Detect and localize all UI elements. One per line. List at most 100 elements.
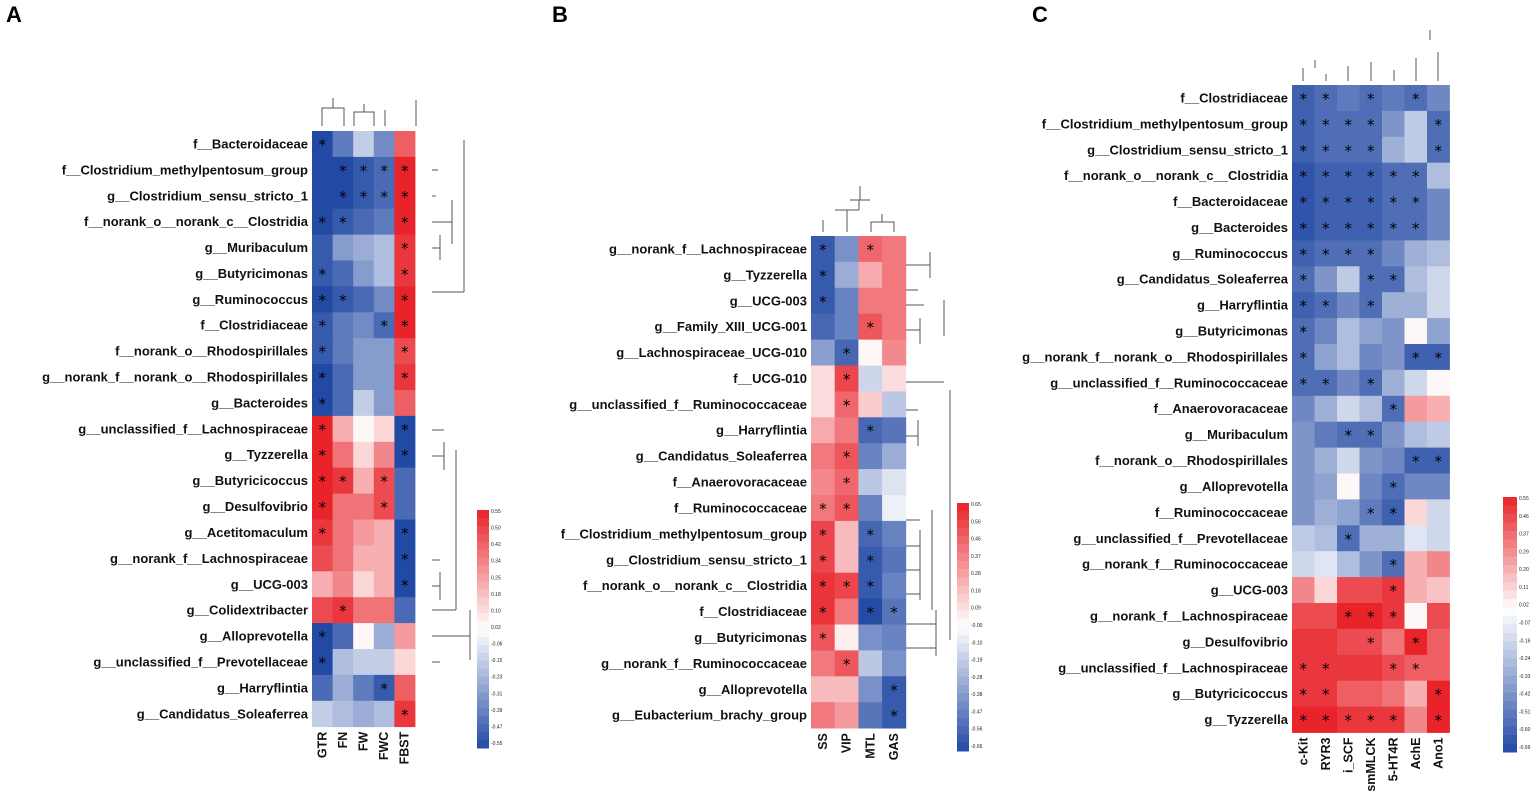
significance-star: * bbox=[1322, 297, 1330, 315]
heatmap-cell bbox=[332, 312, 354, 339]
heatmap-cell bbox=[811, 443, 836, 470]
heatmap-cell bbox=[332, 131, 354, 158]
heatmap-cell bbox=[1337, 240, 1360, 267]
legend-swatch bbox=[477, 660, 489, 670]
heatmap-cell bbox=[1359, 447, 1383, 474]
row-label: g__Desulfovibrio bbox=[203, 499, 309, 514]
significance-star: * bbox=[1322, 194, 1330, 212]
heatmap-cell bbox=[858, 391, 883, 418]
heatmap-cell bbox=[1337, 473, 1360, 500]
legend-tick-label: 0.56 bbox=[971, 519, 981, 525]
legend-tick-label: 0.65 bbox=[971, 502, 981, 508]
significance-star: * bbox=[1367, 245, 1375, 263]
heatmap-cell bbox=[1359, 110, 1383, 138]
row-label: f__Clostridium_methylpentosum_group bbox=[62, 162, 308, 177]
legend-swatch bbox=[1503, 735, 1517, 744]
heatmap-cell bbox=[882, 572, 907, 599]
heatmap-cell bbox=[332, 545, 354, 572]
row-label: g__norank_f__norank_o__Rhodospirillales bbox=[1022, 349, 1288, 364]
heatmap-cell bbox=[373, 156, 395, 184]
significance-star: * bbox=[1322, 245, 1330, 263]
significance-star: * bbox=[1300, 297, 1308, 315]
heatmap-cell bbox=[373, 260, 395, 287]
legend-swatch bbox=[1503, 590, 1517, 600]
legend-swatch bbox=[957, 602, 969, 611]
column-dendrogram bbox=[822, 186, 895, 232]
legend-swatch bbox=[957, 544, 969, 554]
heatmap-cell bbox=[1314, 318, 1338, 345]
significance-star: * bbox=[380, 188, 388, 206]
significance-star: * bbox=[319, 473, 327, 491]
heatmap-cell bbox=[312, 338, 333, 365]
legend-swatch bbox=[957, 569, 969, 578]
significance-star: * bbox=[1412, 219, 1420, 237]
heatmap-cell bbox=[312, 700, 333, 728]
legend-tick-label: 0.25 bbox=[491, 575, 501, 581]
row-label: g__Alloprevotella bbox=[200, 629, 309, 644]
row-label: g__Tyzzerella bbox=[224, 447, 308, 462]
heatmap-cell bbox=[811, 391, 836, 418]
heatmap-cell bbox=[882, 261, 907, 289]
row-label: g__Alloprevotella bbox=[699, 682, 808, 697]
heatmap-cell bbox=[1382, 188, 1405, 215]
legend-tick-label: 0.11 bbox=[1519, 585, 1529, 591]
legend-swatch bbox=[957, 693, 969, 702]
heatmap-cell bbox=[882, 236, 907, 263]
heatmap-cell bbox=[858, 650, 883, 677]
row-label: g__Ruminococcus bbox=[1172, 246, 1288, 261]
legend-swatch bbox=[1503, 624, 1517, 634]
heatmap-cell bbox=[353, 260, 375, 287]
significance-star: * bbox=[1412, 168, 1420, 186]
heatmap-cell bbox=[1404, 318, 1428, 345]
legend-swatch bbox=[477, 557, 489, 566]
heatmap-cell bbox=[373, 390, 395, 417]
significance-star: * bbox=[1390, 194, 1398, 212]
heatmap-cell bbox=[1427, 603, 1450, 630]
legend-tick-label: -0.55 bbox=[491, 741, 503, 747]
significance-star: * bbox=[319, 525, 327, 543]
significance-star: * bbox=[319, 421, 327, 439]
legend-swatch bbox=[477, 700, 489, 709]
heatmap-cell bbox=[1427, 292, 1450, 319]
row-label: g__Desulfovibrio bbox=[1183, 634, 1289, 649]
significance-star: * bbox=[319, 343, 327, 361]
heatmap-cell bbox=[332, 623, 354, 650]
heatmap-cell bbox=[834, 546, 859, 574]
heatmap-cell bbox=[1382, 603, 1405, 630]
significance-star: * bbox=[380, 680, 388, 698]
row-label: f__Anaerovoracaceae bbox=[1154, 401, 1288, 416]
row-label: g__unclassified_f__Lachnospiraceae bbox=[1058, 660, 1288, 675]
heatmap-cell bbox=[1337, 628, 1360, 656]
legend-tick-label: 0.02 bbox=[491, 625, 501, 631]
significance-star: * bbox=[1390, 608, 1398, 626]
heatmap-cell bbox=[353, 312, 375, 339]
significance-star: * bbox=[319, 369, 327, 387]
heatmap-cell bbox=[1337, 525, 1360, 552]
significance-star: * bbox=[1367, 271, 1375, 289]
heatmap-cell bbox=[353, 597, 375, 624]
heatmap-cell bbox=[811, 598, 836, 625]
heatmap-cell bbox=[332, 649, 354, 676]
heatmap-cell bbox=[858, 572, 883, 599]
heatmap-panel-a: A * * * * * * * * * * * * * * * * * * * * * * * * * * * * * * * * * * * * * * *… bbox=[6, 2, 503, 764]
heatmap-cell bbox=[353, 467, 375, 494]
row-label: f__Bacteroidaceae bbox=[1173, 194, 1288, 209]
heatmap-cell bbox=[394, 234, 416, 261]
heatmap-cell bbox=[1427, 214, 1450, 241]
significance-star: * bbox=[339, 188, 347, 206]
heatmap-cell bbox=[858, 520, 883, 548]
heatmap-cell bbox=[1359, 628, 1383, 656]
significance-star: * bbox=[867, 422, 875, 440]
heatmap-cell bbox=[1292, 706, 1315, 733]
significance-star: * bbox=[1435, 712, 1443, 730]
heatmap-cell bbox=[1337, 395, 1360, 423]
heatmap-cell bbox=[858, 417, 883, 444]
heatmap-cell bbox=[882, 391, 907, 418]
legend-swatch bbox=[957, 610, 969, 620]
significance-star: * bbox=[890, 681, 898, 699]
heatmap-cell bbox=[1427, 395, 1450, 423]
heatmap-cell bbox=[373, 674, 395, 702]
heatmap-cell bbox=[1427, 85, 1450, 112]
heatmap-cell bbox=[1404, 136, 1428, 164]
row-label: g__Tyzzerella bbox=[1204, 712, 1288, 727]
